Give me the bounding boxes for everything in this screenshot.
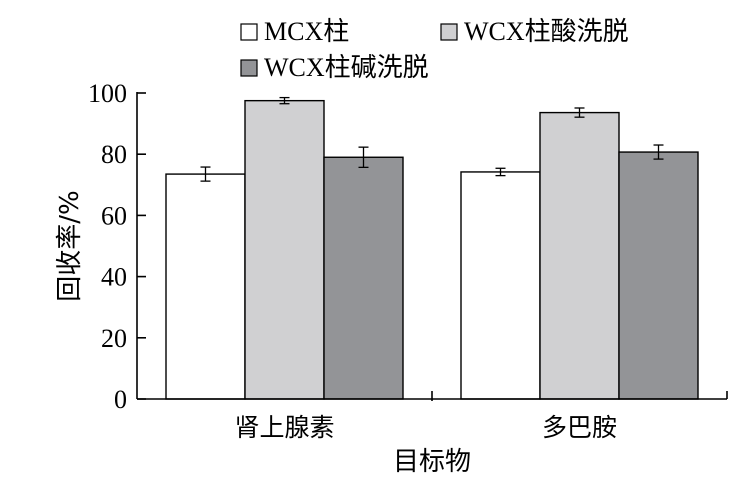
- y-tick-label: 80: [101, 140, 127, 169]
- axes-group: 0 20 40 60 80 100 肾上腺素 多巴胺: [88, 79, 728, 442]
- legend-label: WCX柱酸洗脱: [464, 17, 629, 46]
- y-tick-label: 40: [101, 263, 127, 292]
- bar-1: [460, 171, 541, 400]
- bars-group: [165, 99, 699, 400]
- y-tick-label: 0: [114, 385, 127, 414]
- legend-label: WCX柱碱洗脱: [264, 53, 429, 82]
- y-axis-title: 回收率/%: [55, 190, 85, 301]
- legend: MCX柱 WCX柱酸洗脱 WCX柱碱洗脱: [240, 17, 629, 82]
- legend-swatch: [240, 59, 258, 77]
- legend-swatch: [240, 23, 258, 41]
- bar-3: [323, 156, 404, 400]
- y-tick-label: 100: [88, 79, 127, 108]
- legend-label: MCX柱: [264, 17, 349, 46]
- x-category-label: 多巴胺: [542, 413, 617, 442]
- y-tick-label: 60: [101, 201, 127, 230]
- y-tick-label: 20: [101, 324, 127, 353]
- x-axis-title: 目标物: [393, 447, 471, 477]
- bar-3: [618, 151, 699, 400]
- bar-2: [244, 99, 325, 400]
- legend-swatch: [440, 23, 458, 41]
- x-category-label: 肾上腺素: [234, 413, 334, 442]
- bar-2: [539, 111, 620, 400]
- error-bars-group: [200, 96, 664, 182]
- bar-1: [165, 173, 246, 400]
